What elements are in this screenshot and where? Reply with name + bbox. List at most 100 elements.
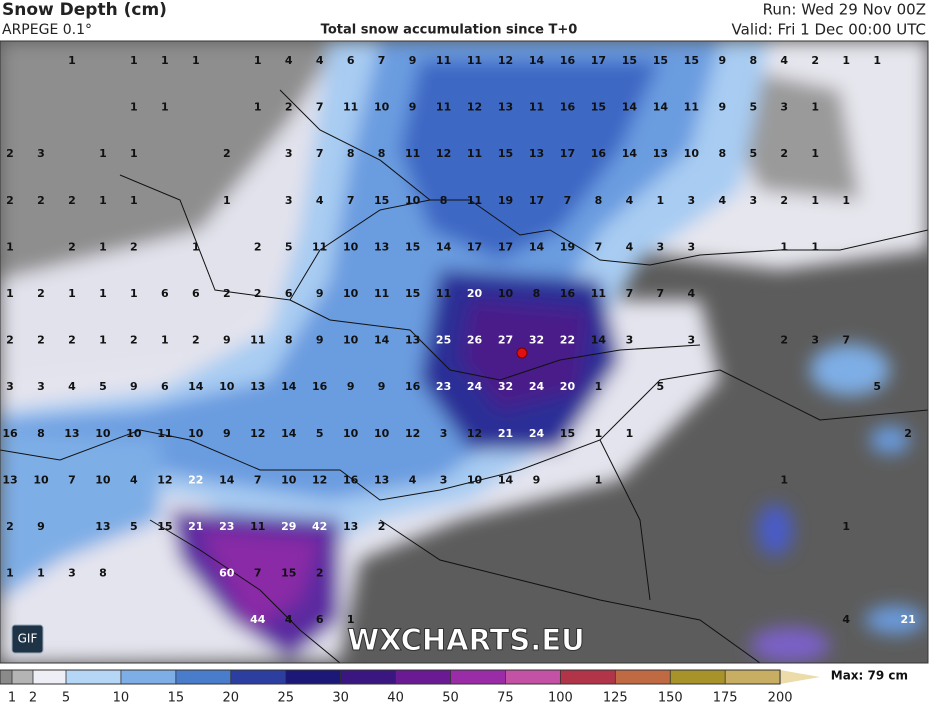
snow-value: 5 — [873, 380, 881, 393]
snow-value: 3 — [626, 334, 634, 347]
border — [289, 299, 701, 381]
snow-value: 3 — [749, 194, 757, 207]
snow-value: 24 — [529, 427, 545, 440]
snow-value: 9 — [223, 427, 231, 440]
title: Snow Depth (cm) — [2, 0, 167, 20]
snow-value: 8 — [533, 287, 541, 300]
snow-value: 12 — [467, 427, 482, 440]
snow-value: 14 — [529, 54, 545, 67]
snow-value: 3 — [285, 147, 293, 160]
snow-field — [0, 41, 928, 663]
snow-value: 14 — [653, 101, 669, 114]
legend-swatch — [33, 670, 66, 684]
snow-value: 7 — [378, 54, 386, 67]
snow-value: 3 — [657, 240, 665, 253]
snow-value: 2 — [285, 101, 293, 114]
snow-value: 7 — [657, 287, 665, 300]
snow-value: 1 — [811, 101, 819, 114]
snow-value: 5 — [657, 380, 665, 393]
border — [379, 519, 761, 663]
snow-value: 16 — [560, 101, 576, 114]
snow-value: 10 — [219, 380, 235, 393]
legend-tick-label: 40 — [387, 691, 404, 706]
snow-value: 1 — [780, 473, 788, 486]
snow-value: 1 — [254, 101, 262, 114]
snow-value: 11 — [312, 240, 327, 253]
snow-value: 13 — [2, 473, 17, 486]
legend-tick-label: 150 — [658, 691, 683, 706]
snow-value: 11 — [436, 54, 451, 67]
snow-value: 13 — [343, 520, 358, 533]
snow-value: 8 — [440, 194, 448, 207]
snow-value: 11 — [157, 427, 172, 440]
snow-value: 23 — [219, 520, 234, 533]
snow-value: 3 — [780, 101, 788, 114]
gif-button[interactable]: GIF — [18, 632, 38, 646]
max-label: Max: 79 cm — [831, 669, 908, 683]
snow-value: 5 — [285, 240, 293, 253]
snow-value: 1 — [626, 427, 634, 440]
legend-swatch — [0, 670, 12, 684]
snow-value: 1 — [811, 194, 819, 207]
snow-value: 13 — [250, 380, 265, 393]
snow-value: 1 — [254, 54, 262, 67]
snow-value: 10 — [467, 473, 483, 486]
gif-button-bg[interactable] — [11, 624, 44, 654]
legend-tick-label: 125 — [603, 691, 628, 706]
snow-value: 21 — [900, 613, 915, 626]
snow-value: 14 — [498, 473, 514, 486]
snow-value: 42 — [312, 520, 327, 533]
snow-value: 1 — [192, 240, 200, 253]
snow-value: 1 — [192, 54, 200, 67]
snow-value: 2 — [780, 194, 788, 207]
snow-value: 10 — [498, 287, 514, 300]
snow-value: 3 — [688, 194, 696, 207]
snow-value: 8 — [285, 334, 293, 347]
snow-value: 10 — [95, 427, 111, 440]
subtitle: Total snow accumulation since T+0 — [321, 23, 578, 38]
snow-value: 11 — [467, 194, 482, 207]
snow-value: 14 — [622, 101, 638, 114]
snow-value: 1 — [161, 101, 169, 114]
snow-value: 7 — [595, 240, 603, 253]
snow-value: 15 — [498, 147, 513, 160]
snow-value: 1 — [657, 194, 665, 207]
snow-value: 1 — [130, 194, 138, 207]
snow-value: 1 — [68, 287, 76, 300]
snow-value: 24 — [467, 380, 483, 393]
snow-value: 4 — [68, 380, 76, 393]
snow-value: 1 — [595, 427, 603, 440]
legend-tick-label: 10 — [113, 691, 130, 706]
snow-value: 6 — [347, 54, 355, 67]
snow-value: 11 — [343, 101, 358, 114]
snow-value: 17 — [560, 147, 575, 160]
snow-value: 13 — [498, 101, 513, 114]
run: Run: Wed 29 Nov 00Z — [763, 1, 926, 19]
snow-value: 4 — [316, 194, 324, 207]
legend-swatch — [725, 670, 781, 684]
map: 1 1 1 1 1 4 4 6 7 9 11 11 12 14 16 17 15 15 15 9 8 4 2 1 11 1 1 2 7 1… — [0, 41, 928, 663]
snow-value: 4 — [130, 473, 138, 486]
snow-value: 9 — [316, 287, 324, 300]
snow-value: 32 — [529, 334, 544, 347]
snow-value: 15 — [405, 287, 420, 300]
snow-value: 8 — [347, 147, 355, 160]
snow-value: 10 — [405, 194, 421, 207]
snow-value: 6 — [161, 380, 169, 393]
legend-tick-label: 75 — [497, 691, 514, 706]
border — [0, 369, 928, 501]
snow-value: 2 — [316, 567, 324, 580]
snow-value: 2 — [6, 520, 14, 533]
legend-tick-label: 100 — [548, 691, 573, 706]
snow-value: 15 — [591, 101, 606, 114]
snow-value: 10 — [684, 147, 700, 160]
snow-value: 12 — [157, 473, 172, 486]
legend-swatch — [120, 670, 176, 684]
legend-tick-label: 20 — [223, 691, 240, 706]
legend-tick-label: 50 — [442, 691, 459, 706]
snow-value: 1 — [130, 287, 138, 300]
snow-value: 1 — [99, 194, 107, 207]
snow-value: 4 — [409, 473, 417, 486]
snow-value: 14 — [622, 147, 638, 160]
snow-value: 10 — [188, 427, 204, 440]
